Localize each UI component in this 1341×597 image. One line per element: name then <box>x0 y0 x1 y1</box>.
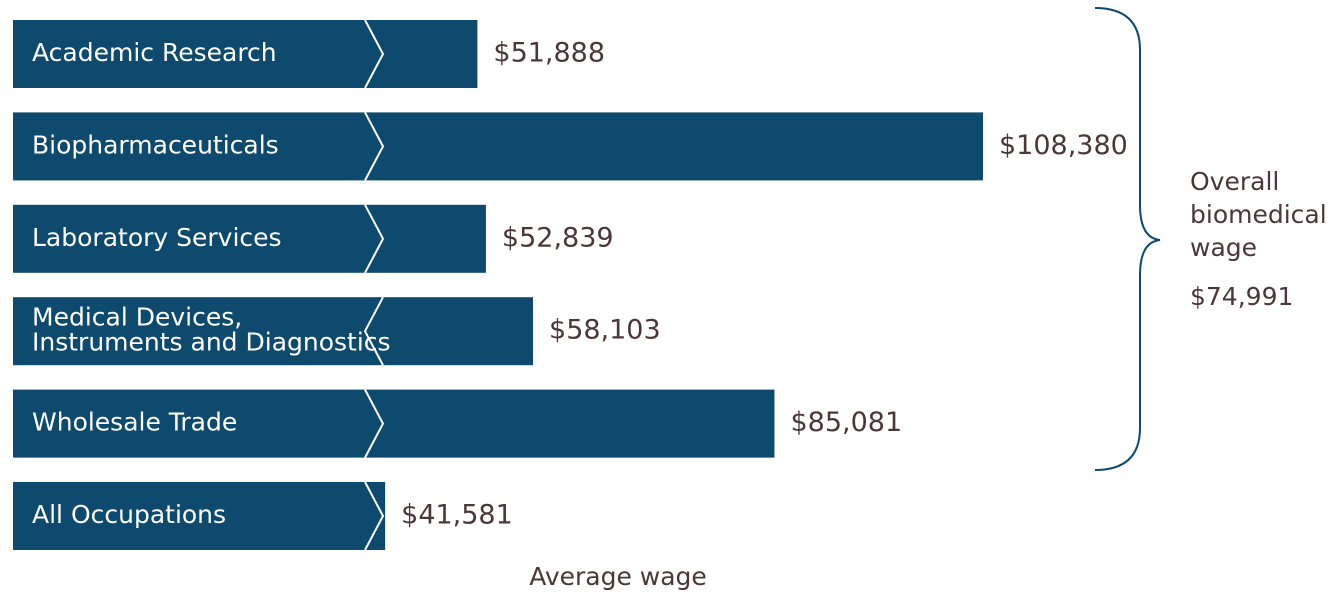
bar <box>13 482 386 550</box>
value-label: $85,081 <box>790 407 902 438</box>
category-label: Medical Devices, Instruments and Diagnost… <box>32 303 391 357</box>
bar <box>13 20 478 88</box>
value-label: $51,888 <box>493 38 605 69</box>
value-label: $108,380 <box>999 130 1128 161</box>
chevron <box>363 296 384 366</box>
chevron <box>364 481 385 551</box>
brace <box>1094 7 1161 471</box>
value-label: $52,839 <box>502 222 614 253</box>
bar <box>13 389 775 458</box>
bar <box>13 297 534 366</box>
value-label: $41,581 <box>401 500 513 531</box>
bar <box>13 112 984 181</box>
category-label: All Occupations <box>32 500 226 529</box>
category-label: Wholesale Trade <box>32 408 237 437</box>
chevron <box>364 204 385 274</box>
category-label: Academic Research <box>32 38 277 67</box>
chevron <box>364 19 385 89</box>
chevron <box>364 389 385 459</box>
annotation-text: Overall biomedical wage <box>1190 167 1327 262</box>
chevron <box>364 111 385 181</box>
category-label: Laboratory Services <box>32 223 282 252</box>
x-axis-label: Average wage <box>529 562 707 591</box>
bar <box>13 204 486 273</box>
annotation-value: $74,991 <box>1190 282 1293 311</box>
category-label: Biopharmaceuticals <box>32 130 279 159</box>
value-label: $58,103 <box>549 315 661 346</box>
